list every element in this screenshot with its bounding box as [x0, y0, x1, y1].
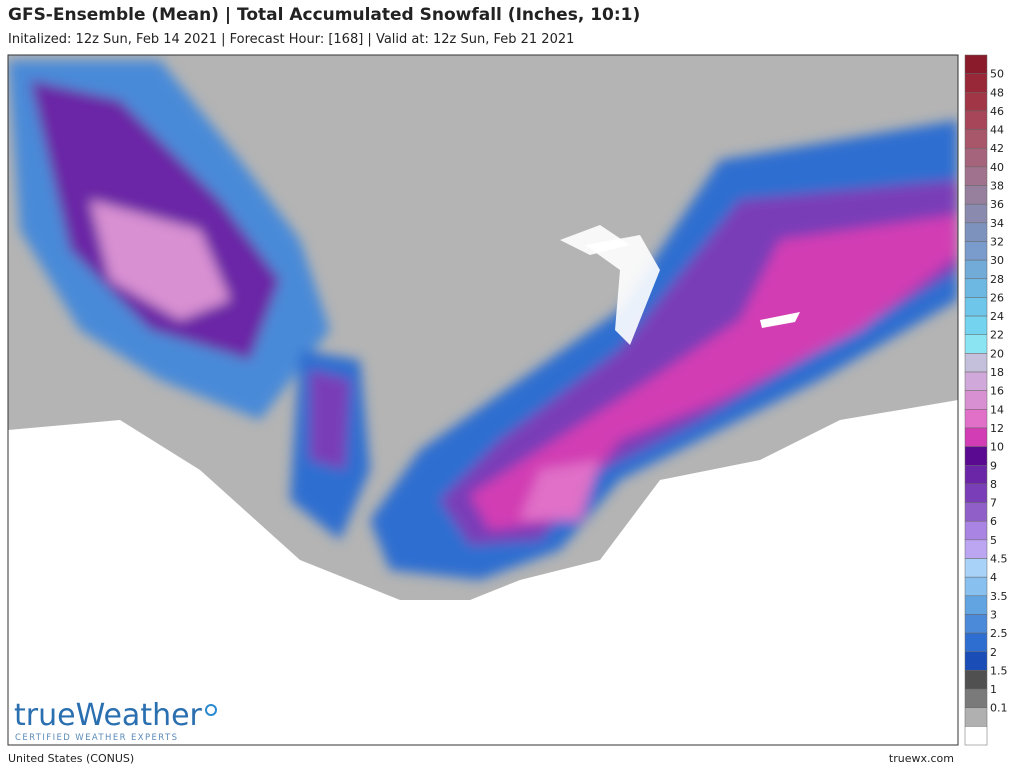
- legend-label: 24: [990, 310, 1004, 323]
- legend-label: 2: [990, 646, 997, 659]
- legend-swatch: [964, 465, 988, 485]
- footer-site: truewx.com: [888, 752, 954, 765]
- legend-swatch: [964, 353, 988, 373]
- legend-swatch: [964, 409, 988, 429]
- legend-swatch: [964, 520, 988, 541]
- legend-label: 42: [990, 142, 1004, 155]
- legend-swatch: [964, 241, 988, 261]
- legend-swatch: [964, 278, 988, 298]
- legend-label: 48: [990, 86, 1004, 99]
- legend-swatch: [964, 92, 988, 112]
- legend-label: 10: [990, 441, 1004, 454]
- legend-swatch: [964, 147, 988, 168]
- map-subtitle: Initalized: 12z Sun, Feb 14 2021 | Forec…: [8, 32, 575, 47]
- legend-swatch: [964, 483, 988, 503]
- legend-swatch: [964, 110, 988, 130]
- legend-label: 0.1: [990, 702, 1008, 715]
- legend-swatch: [964, 614, 988, 634]
- legend-swatch: [964, 334, 988, 354]
- legend-label: 14: [990, 403, 1004, 416]
- legend-swatch: [964, 222, 988, 242]
- legend-label: 1.5: [990, 664, 1008, 677]
- legend-label: 8: [990, 478, 997, 491]
- legend-label: 44: [990, 124, 1004, 137]
- legend-label: 16: [990, 385, 1004, 398]
- legend-swatch: [964, 185, 988, 205]
- legend-swatch: [964, 371, 988, 391]
- legend-swatch: [964, 502, 988, 522]
- legend-label: 32: [990, 235, 1004, 248]
- legend-label: 50: [990, 68, 1004, 81]
- legend-swatch: [964, 129, 988, 149]
- legend-label: 2.5: [990, 627, 1008, 640]
- legend-swatch: [964, 203, 988, 224]
- legend-swatch: [964, 54, 988, 74]
- legend-swatch: [964, 576, 988, 597]
- legend-label: 20: [990, 347, 1004, 360]
- legend-label: 38: [990, 180, 1004, 193]
- map-title: GFS-Ensemble (Mean) | Total Accumulated …: [8, 5, 641, 25]
- legend-label: 12: [990, 422, 1004, 435]
- legend-label: 6: [990, 515, 997, 528]
- legend-label: 5: [990, 534, 997, 547]
- legend-label: 1: [990, 683, 997, 696]
- legend-label: 18: [990, 366, 1004, 379]
- legend-label: 9: [990, 459, 997, 472]
- legend-swatch: [964, 259, 988, 280]
- legend-label: 3.5: [990, 590, 1008, 603]
- legend-swatch: [964, 390, 988, 410]
- legend-label: 3: [990, 608, 997, 621]
- legend-swatch: [964, 595, 988, 615]
- legend-swatch: [964, 446, 988, 466]
- legend-swatch: [964, 297, 988, 317]
- legend-swatch: [964, 315, 988, 335]
- legend-label: 22: [990, 329, 1004, 342]
- legend-swatch: [964, 166, 988, 186]
- legend-swatch: [964, 707, 988, 727]
- legend-swatch: [964, 651, 988, 671]
- legend-label: 7: [990, 497, 997, 510]
- legend-label: 46: [990, 105, 1004, 118]
- legend-swatch: [964, 670, 988, 690]
- legend-label: 34: [990, 217, 1004, 230]
- legend-swatch: [964, 73, 988, 93]
- logo-tagline: CERTIFIED WEATHER EXPERTS: [15, 733, 178, 743]
- color-legend: 5048464442403836343230282624222018161412…: [964, 54, 1008, 746]
- legend-swatch: [964, 726, 988, 746]
- snowfall-field: [8, 55, 958, 745]
- logo-brand: trueWeather: [14, 698, 203, 733]
- legend-swatch: [964, 632, 988, 653]
- legend-label: 30: [990, 254, 1004, 267]
- legend-label: 26: [990, 291, 1004, 304]
- footer-region: United States (CONUS): [8, 752, 135, 765]
- legend-label: 40: [990, 161, 1004, 174]
- legend-swatch: [964, 427, 988, 447]
- legend-label: 4.5: [990, 553, 1008, 566]
- legend-swatch: [964, 539, 988, 559]
- legend-label: 4: [990, 571, 997, 584]
- legend-swatch: [964, 688, 988, 708]
- legend-swatch: [964, 558, 988, 578]
- legend-label: 28: [990, 273, 1004, 286]
- legend-label: 36: [990, 198, 1004, 211]
